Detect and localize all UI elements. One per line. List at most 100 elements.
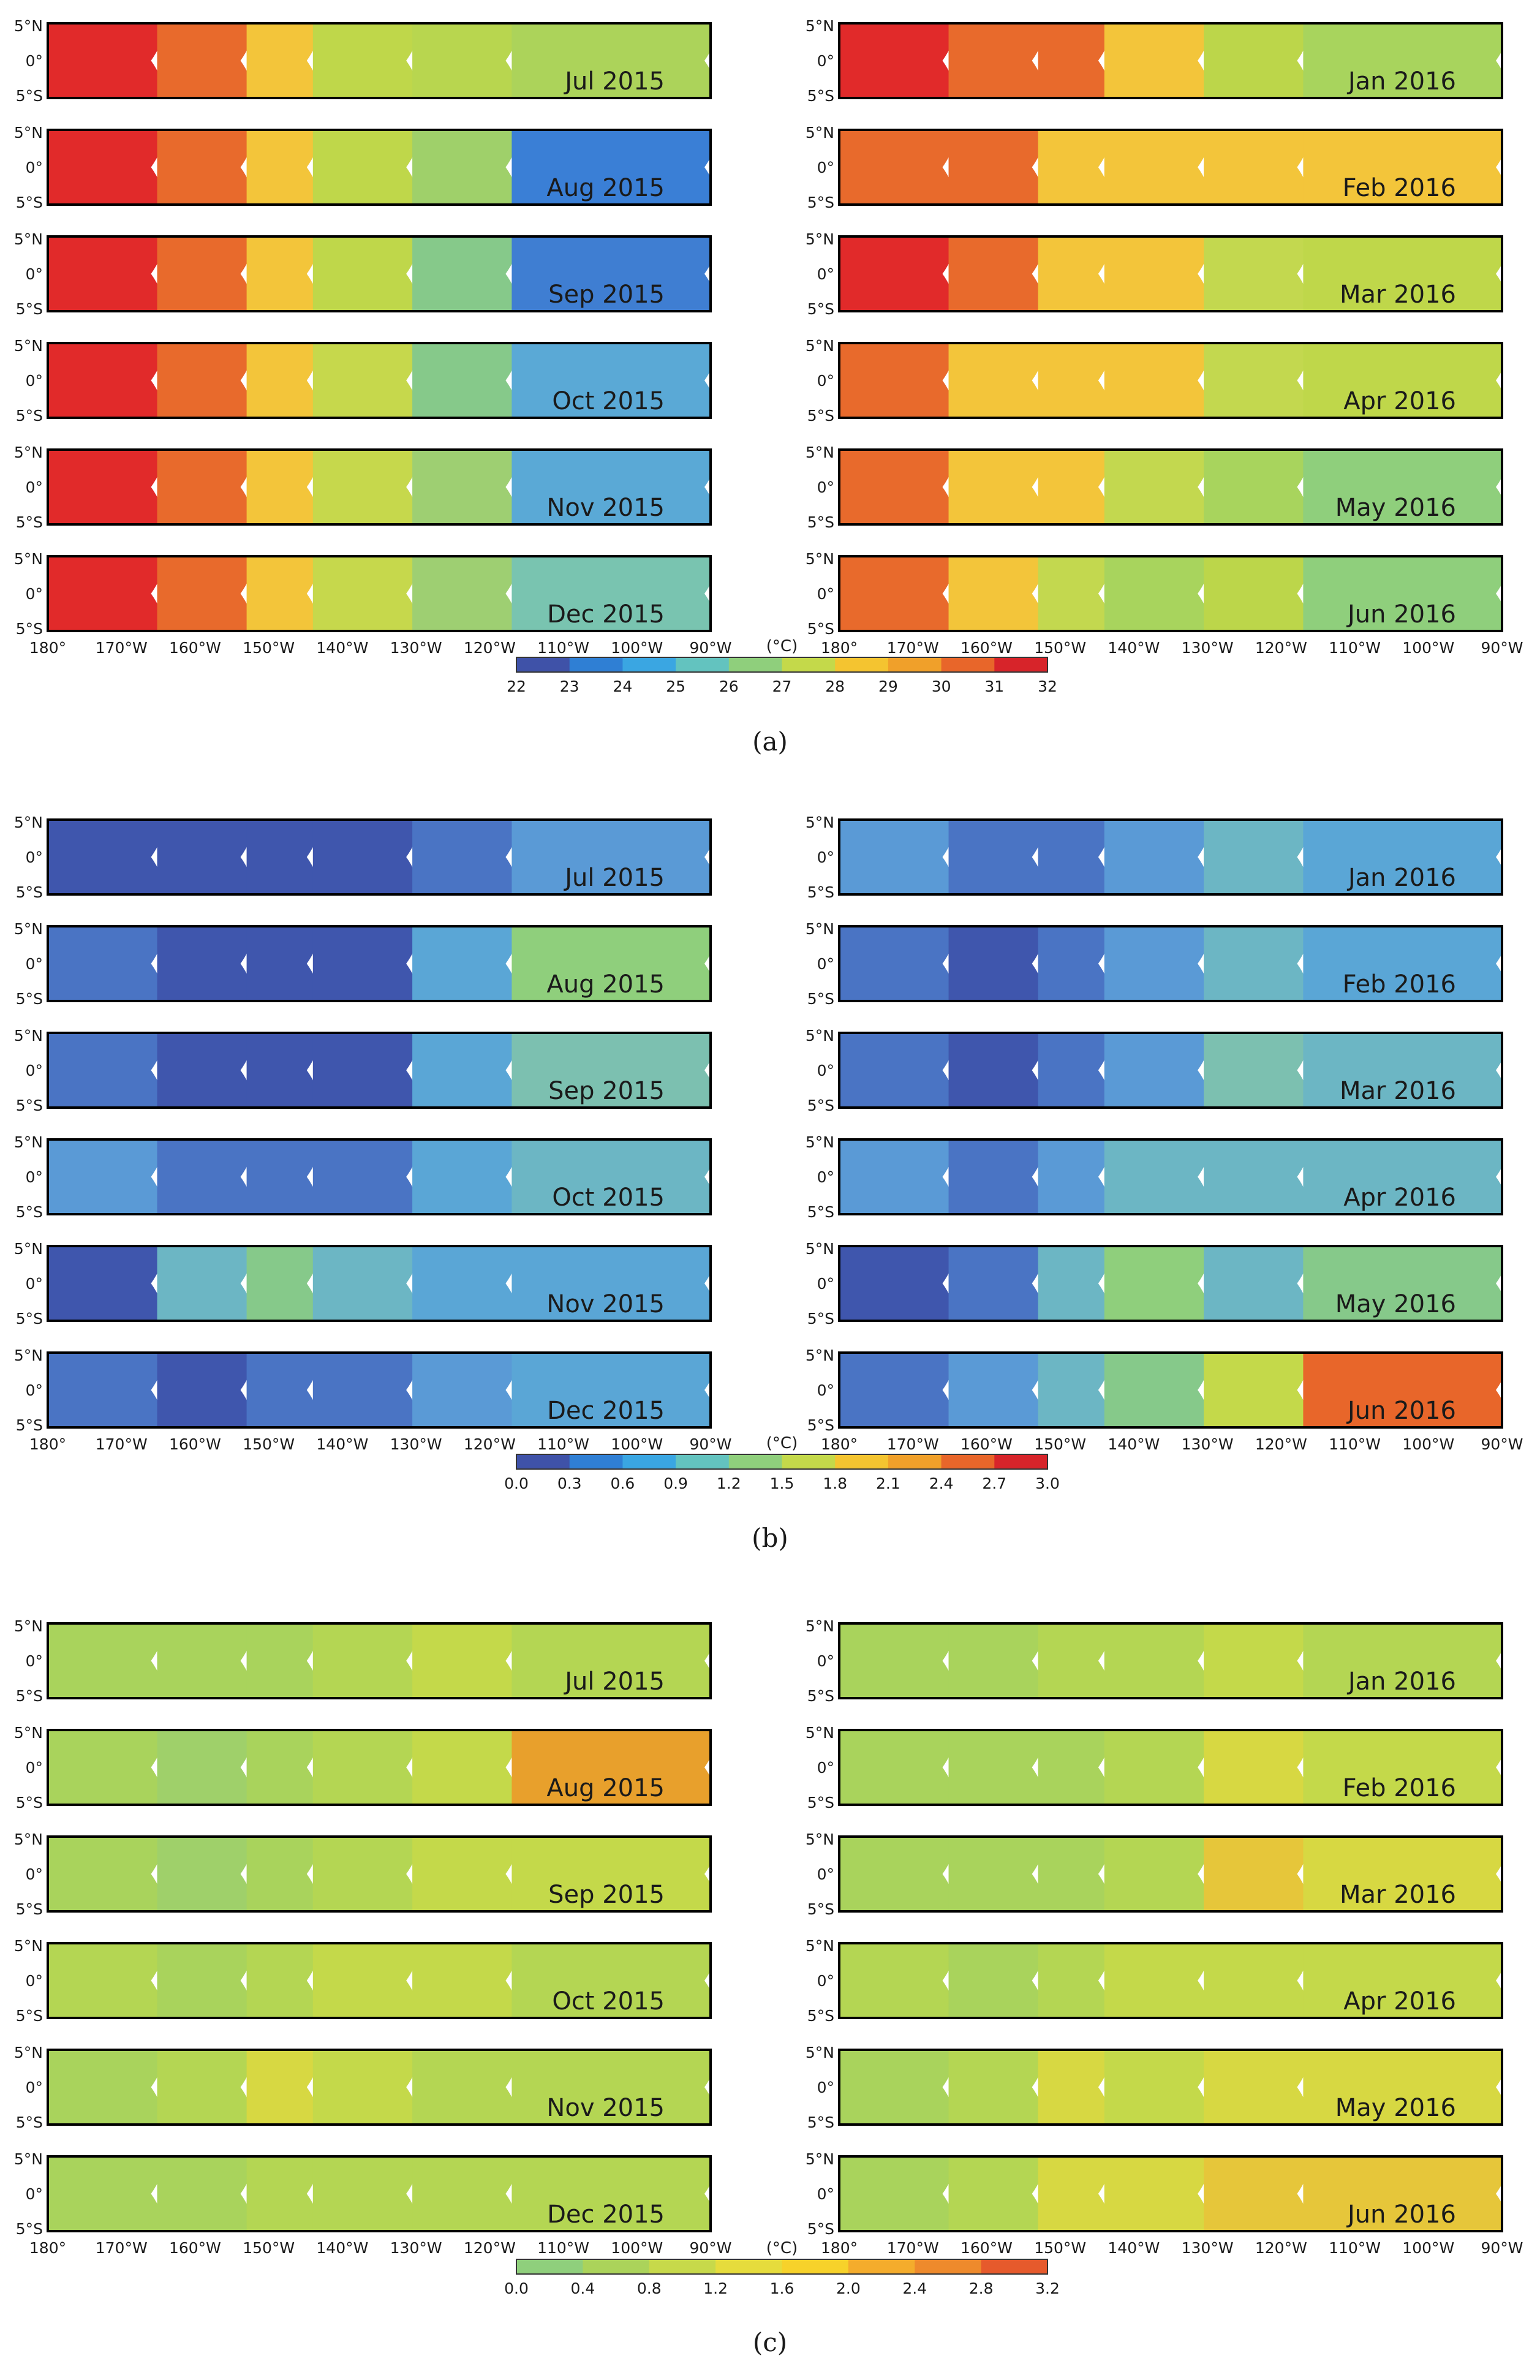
lon-tick-label: 110°W <box>1329 639 1381 657</box>
lat-tick-label: 0° <box>817 265 834 283</box>
lon-tick-label: 130°W <box>1182 1435 1234 1453</box>
heatmap-region <box>412 1730 523 1805</box>
heatmap-region <box>511 1837 722 1911</box>
lon-tick-label: 140°W <box>316 1435 368 1453</box>
panel-mask <box>1502 1622 1527 1699</box>
panel-right-5: Jun 2016 5°N 0° 5°S <box>806 1347 1527 1434</box>
lat-tick-label: 5°S <box>807 300 834 318</box>
month-label: Sep 2015 <box>548 1881 665 1909</box>
lon-tick-label: 150°W <box>1034 1435 1086 1453</box>
heatmap-region <box>839 1623 960 1698</box>
panel-right-3: Apr 2016 5°N 0° 5°S <box>806 337 1527 425</box>
month-label: Feb 2016 <box>1343 174 1456 202</box>
lat-tick-label: 0° <box>817 2079 834 2096</box>
lat-tick-label: 5°S <box>807 194 834 211</box>
heatmap-region <box>948 1943 1049 2018</box>
heatmap-region <box>839 236 960 311</box>
colorbar-tick-label: 3.2 <box>1035 2280 1060 2297</box>
colorbar-segment <box>994 1454 1048 1469</box>
lon-tick-label: 100°W <box>611 2239 663 2257</box>
panel-right-4: May 2016 5°N 0° 5°S <box>806 1240 1527 1328</box>
lat-tick-label: 5°N <box>14 1027 43 1045</box>
colorbar-segment <box>728 657 782 672</box>
colorbar-tick-label: 22 <box>507 678 526 695</box>
heatmap-region <box>948 1730 1049 1805</box>
lon-tick-label: 90°W <box>689 639 731 657</box>
colorbar-segment <box>583 2259 650 2274</box>
lon-axis: 180° 170°W 160°W 150°W 140°W 130°W 120°W 110°W 1… <box>821 639 1523 657</box>
colorbar: 0.0 0.4 0.8 1.2 1.6 2.0 2.4 2.8 3.2 (°C) <box>504 2239 1060 2297</box>
lat-tick-label: 5°N <box>806 17 834 35</box>
lat-tick-label: 5°S <box>807 2114 834 2131</box>
heatmap-region <box>246 236 324 311</box>
lon-tick-label: 140°W <box>1108 639 1160 657</box>
month-label: Dec 2015 <box>547 600 665 629</box>
lon-tick-label: 140°W <box>316 2239 368 2257</box>
panel-mask <box>711 1729 735 1806</box>
lon-tick-label: 90°W <box>689 2239 731 2257</box>
panel-mask <box>1502 1351 1527 1429</box>
lat-tick-label: 5°S <box>807 990 834 1008</box>
heatmap-region <box>412 926 523 1001</box>
heatmap-region <box>412 1139 523 1214</box>
lat-tick-label: 5°S <box>807 1310 834 1328</box>
panel-right-2: Mar 2016 5°N 0° 5°S <box>806 230 1527 318</box>
colorbar-unit: (°C) <box>766 1434 798 1453</box>
heatmap-region <box>1204 2050 1315 2125</box>
colorbar-tick-label: 1.8 <box>823 1475 847 1492</box>
heatmap-region <box>246 820 324 894</box>
lat-tick-label: 0° <box>26 1865 43 1883</box>
heatmap-region <box>1038 1730 1115 1805</box>
lat-tick-label: 5°S <box>16 620 43 638</box>
heatmap-region <box>1104 236 1215 311</box>
month-label: Mar 2016 <box>1340 1881 1456 1909</box>
colorbar: 0.0 0.3 0.6 0.9 1.2 1.5 1.8 2.1 2.4 2.7 3.0 (°C) <box>504 1434 1060 1492</box>
lat-tick-label: 5°N <box>14 1937 43 1955</box>
panel-right-1: Feb 2016 5°N 0° 5°S <box>806 1724 1527 1811</box>
month-label: Nov 2015 <box>546 1290 665 1318</box>
panel-frame <box>47 555 712 632</box>
colorbar-segment <box>782 1454 836 1469</box>
lat-tick-label: 0° <box>817 159 834 176</box>
lon-tick-label: 180° <box>29 1435 66 1453</box>
colorbar-segment <box>728 1454 782 1469</box>
lon-tick-label: 110°W <box>537 639 589 657</box>
heatmap-region <box>511 1730 722 1805</box>
panel-mask <box>1502 1942 1527 2019</box>
lon-tick-label: 150°W <box>243 2239 295 2257</box>
heatmap-region <box>157 1730 258 1805</box>
heatmap-region <box>48 1033 168 1108</box>
panel-mask <box>711 925 735 1002</box>
heatmap-region <box>948 2050 1049 2125</box>
colorbar-tick-label: 2.0 <box>836 2280 861 2297</box>
lat-tick-label: 0° <box>26 1275 43 1293</box>
heatmap-region <box>312 450 424 524</box>
heatmap-region <box>157 1837 258 1911</box>
heatmap-region <box>48 1943 168 2018</box>
lat-tick-label: 5°N <box>14 2150 43 2168</box>
heatmap-region <box>511 1943 722 2018</box>
colorbar-tick-label: 2.1 <box>876 1475 900 1492</box>
month-label: Sep 2015 <box>548 1077 665 1105</box>
heatmap-region <box>412 1246 523 1321</box>
heatmap-region <box>312 820 424 894</box>
heatmap-region <box>1303 343 1513 418</box>
heatmap-region <box>312 1139 424 1214</box>
panel-mask <box>1502 235 1527 312</box>
lat-tick-label: 0° <box>26 1168 43 1186</box>
lat-tick-label: 5°S <box>16 2007 43 2025</box>
heatmap-region <box>1303 450 1513 524</box>
lat-tick-label: 5°S <box>807 2007 834 2025</box>
heatmap-region <box>839 926 960 1001</box>
heatmap-region <box>1303 236 1513 311</box>
heatmap-region <box>948 1139 1049 1214</box>
heatmap-region <box>157 2156 258 2231</box>
lon-axis: 180° 170°W 160°W 150°W 140°W 130°W 120°W 110°W 1… <box>29 639 732 657</box>
heatmap-region <box>1104 2050 1215 2125</box>
heatmap-region <box>948 1837 1049 1911</box>
lon-tick-label: 180° <box>821 1435 858 1453</box>
lon-tick-label: 180° <box>29 639 66 657</box>
lon-tick-label: 160°W <box>961 1435 1013 1453</box>
colorbar-tick-label: 0.8 <box>637 2280 662 2297</box>
panel-right-3: Apr 2016 5°N 0° 5°S <box>806 1937 1527 2025</box>
